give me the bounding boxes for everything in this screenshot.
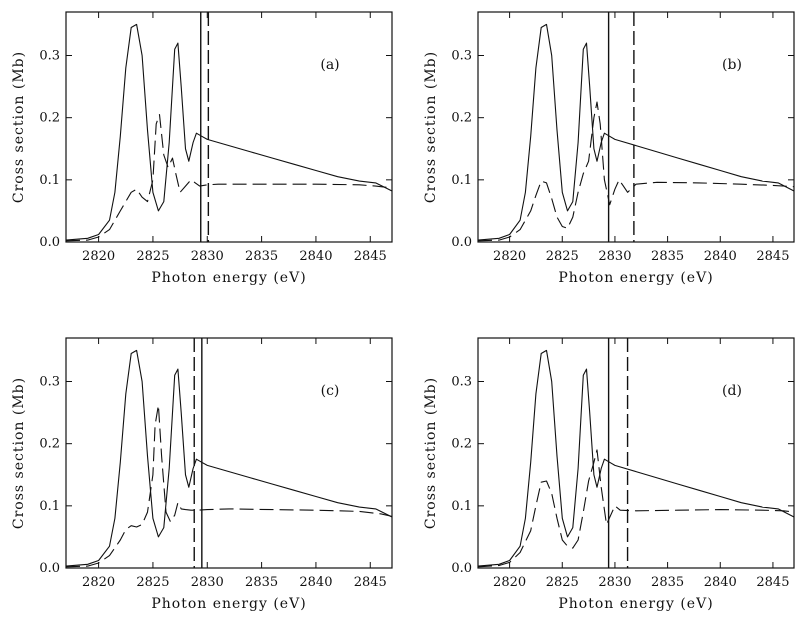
y-tick-label: 0.0	[39, 561, 60, 576]
y-tick-label: 0.3	[39, 49, 60, 64]
chart-panel: 2820 2825 2830 2835 2840 2845 0.0 0.1 0.2 0.3 (b) P…	[423, 11, 795, 286]
y-tick-label: 0.0	[39, 235, 60, 250]
x-tick-label: 2835	[245, 575, 278, 590]
y-tick-label: 0.1	[39, 499, 60, 514]
x-tick-label: 2825	[546, 575, 579, 590]
x-tick-label: 2840	[299, 249, 332, 264]
y-tick-label: 0.0	[451, 561, 472, 576]
x-tick-label: 2835	[651, 249, 684, 264]
y-tick-label: 0.1	[39, 173, 60, 188]
y-axis-title: Cross section (Mb)	[423, 51, 439, 203]
x-tick-label: 2820	[493, 575, 526, 590]
series-line-dashed	[66, 114, 392, 242]
chart-panel: 2820 2825 2830 2835 2840 2845 0.0 0.1 0.2 0.3 (c) P…	[11, 337, 393, 612]
x-tick-label: 2845	[354, 249, 387, 264]
panel-label: (d)	[722, 383, 742, 399]
x-tick-label: 2830	[598, 575, 631, 590]
y-axis-title: Cross section (Mb)	[11, 51, 27, 203]
x-axis-title: Photon energy (eV)	[151, 596, 306, 612]
x-tick-label: 2830	[598, 249, 631, 264]
series-line-dashed	[66, 404, 392, 568]
y-axis-title: Cross section (Mb)	[11, 377, 27, 529]
y-tick-label: 0.2	[451, 437, 472, 452]
x-tick-label: 2840	[704, 249, 737, 264]
x-tick-label: 2830	[191, 249, 224, 264]
series-line-solid	[66, 349, 392, 567]
panel-label: (b)	[722, 57, 742, 73]
series-line-solid	[478, 23, 794, 241]
x-axis-title: Photon energy (eV)	[151, 270, 306, 286]
x-tick-label: 2845	[354, 575, 387, 590]
y-tick-label: 0.2	[39, 437, 60, 452]
x-tick-label: 2835	[245, 249, 278, 264]
y-axis-title: Cross section (Mb)	[423, 377, 439, 529]
plot-frame	[477, 11, 795, 243]
panel-label: (a)	[320, 57, 339, 73]
y-tick-label: 0.3	[39, 375, 60, 390]
chart-panel: 2820 2825 2830 2835 2840 2845 0.0 0.1 0.2 0.3 (a) P…	[11, 11, 393, 286]
x-tick-label: 2840	[299, 575, 332, 590]
y-tick-label: 0.1	[451, 173, 472, 188]
panel-label: (c)	[321, 383, 340, 399]
x-tick-label: 2820	[82, 249, 115, 264]
x-tick-label: 2820	[82, 575, 115, 590]
series-line-dashed	[478, 449, 794, 568]
x-tick-label: 2825	[136, 249, 169, 264]
series-line-solid	[478, 349, 794, 567]
x-axis-title: Photon energy (eV)	[558, 596, 713, 612]
y-tick-label: 0.2	[39, 111, 60, 126]
plot-frame	[65, 11, 393, 243]
x-tick-label: 2840	[704, 575, 737, 590]
y-tick-label: 0.0	[451, 235, 472, 250]
chart-panel: 2820 2825 2830 2835 2840 2845 0.0 0.1 0.2 0.3 (d) P…	[423, 337, 795, 612]
x-tick-label: 2825	[136, 575, 169, 590]
plot-frame	[477, 337, 795, 569]
series-line-dashed	[478, 101, 794, 242]
y-tick-label: 0.3	[451, 49, 472, 64]
y-tick-label: 0.3	[451, 375, 472, 390]
x-tick-label: 2845	[756, 249, 789, 264]
x-tick-label: 2835	[651, 575, 684, 590]
x-tick-label: 2820	[493, 249, 526, 264]
x-tick-label: 2845	[756, 575, 789, 590]
series-line-solid	[66, 23, 392, 241]
x-axis-title: Photon energy (eV)	[558, 270, 713, 286]
x-tick-label: 2825	[546, 249, 579, 264]
plot-frame	[65, 337, 393, 569]
x-tick-label: 2830	[191, 575, 224, 590]
y-tick-label: 0.1	[451, 499, 472, 514]
y-tick-label: 0.2	[451, 111, 472, 126]
